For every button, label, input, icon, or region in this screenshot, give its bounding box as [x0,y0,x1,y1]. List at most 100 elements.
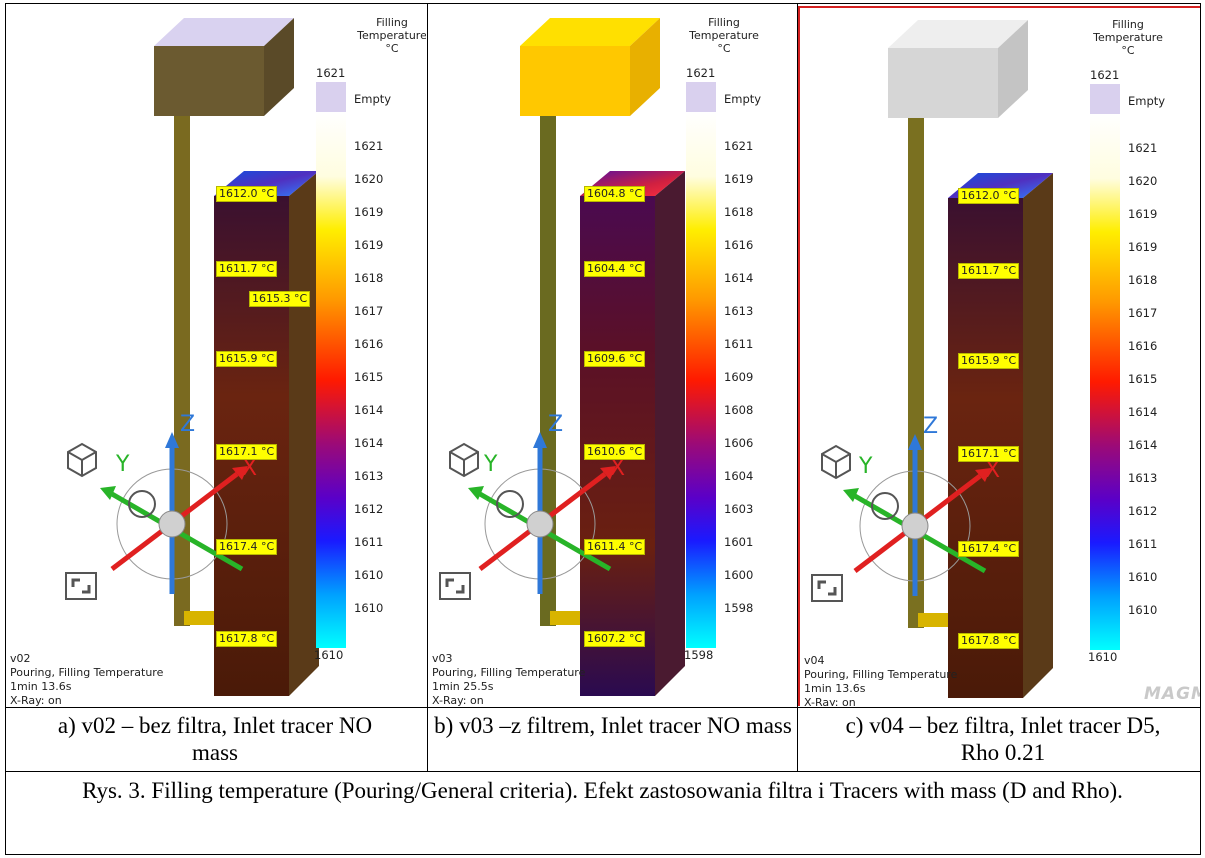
legend-tick: 1610 [1128,570,1158,584]
temperature-tag: 1612.0 °C [216,186,278,202]
legend-tick: 1612 [354,502,384,516]
axis-x-label: X [985,458,1001,483]
legend-max: 1621 [686,66,716,80]
legend-tick: 1615 [1128,372,1158,386]
legend-tick: 1618 [354,271,384,285]
info-line: v04 [804,654,825,667]
axis-y-label: Y [484,452,498,477]
temperature-tag: 1617.8 °C [958,633,1020,649]
temperature-tag: 1611.4 °C [584,539,646,555]
feeder-top [888,20,1028,48]
info-line: v02 [10,652,31,665]
legend-tick: 1613 [724,304,754,318]
info-line: Pouring, Filling Temperature [804,668,958,681]
sprue [540,116,556,626]
legend-tick: 1612 [1128,504,1158,518]
legend-tick: 1614 [354,403,384,417]
legend-tick: 1601 [724,535,754,549]
info-line: X-Ray: on [432,694,484,706]
feeder-top [154,18,294,46]
legend-tick: 1604 [724,469,754,483]
info-line: Pouring, Filling Temperature [432,666,586,679]
legend-bar [686,112,716,648]
legend-title: Temperature [357,29,426,42]
legend-tick: 1603 [724,502,754,516]
gizmo-center [901,512,929,540]
axis-x-label: X [242,456,258,481]
legend-tick: 1621 [724,139,754,153]
legend-tick: 1619 [1128,240,1158,254]
legend-tick: 1609 [724,370,754,384]
cast-side [289,171,319,696]
legend-tick: 1610 [354,568,384,582]
magma-logo: MAGMA [1144,684,1200,704]
temperature-tag: 1607.2 °C [584,631,646,647]
legend-title: °C [717,42,731,55]
caption-v03: b) v03 –z filtrem, Inlet tracer NO mass [434,713,792,738]
simulation-panel-v04: Z Y X Filling Temperature °C 1621 Empty 1621 1620… [798,6,1200,706]
rotate-z-icon [871,492,899,520]
figure-table [5,3,1201,855]
temperature-tag: 1609.6 °C [584,351,646,367]
legend-empty: Empty [354,92,392,106]
view-cube-icon [67,442,97,478]
legend-bar [1090,114,1120,650]
legend-title: Filling [376,16,408,29]
axis-y-label: Y [116,452,130,477]
legend-max: 1621 [1090,68,1120,82]
legend-tick: 1611 [724,337,754,351]
legend-title: Filling [708,16,740,29]
legend-tick: 1620 [1128,174,1158,188]
fit-view-icon [811,574,843,602]
rotate-z-icon [496,490,524,518]
legend-min: 1598 [684,648,714,662]
legend-tick: 1613 [1128,471,1158,485]
feeder-front [888,48,998,118]
cast-side [655,171,685,696]
legend-tick: 1619 [724,172,754,186]
temperature-tag: 1615.9 °C [958,353,1020,369]
legend-tick: 1611 [1128,537,1158,551]
legend-tick: 1608 [724,403,754,417]
legend-tick: 1598 [724,601,754,615]
legend-title: Temperature [1093,31,1163,44]
info-line: X-Ray: on [10,694,62,706]
feeder-side [630,18,660,116]
feeder-side [264,18,294,116]
rotate-z-icon [128,490,156,518]
legend-tick: 1616 [354,337,384,351]
axis-z-label: Z [923,414,939,439]
legend-tick: 1611 [354,535,384,549]
legend-min: 1610 [314,648,344,662]
divider [427,3,428,771]
info-line: 1min 13.6s [804,682,866,695]
legend-tick: 1615 [354,370,384,384]
legend-max: 1621 [316,66,346,80]
temperature-tag: 1617.4 °C [958,541,1020,557]
cast-side [1023,173,1053,698]
legend-tick: 1614 [724,271,754,285]
temperature-tag: 1617.8 °C [216,631,278,647]
legend-title: Filling [1112,18,1144,31]
info-line: 1min 13.6s [10,680,72,693]
simulation-panel-v03: Z Y X Filling Temperature °C 1621 Empty 1621 1619… [428,6,797,706]
caption-v04: c) v04 – bez filtra, Inlet tracer D5, Rh… [845,713,1161,765]
feeder-top [520,18,660,46]
divider [5,707,1201,708]
temperature-tag: 1611.7 °C [216,261,278,277]
legend-empty: Empty [1128,94,1166,108]
info-line: X-Ray: on [804,696,856,706]
legend-tick: 1619 [1128,207,1158,221]
legend-tick: 1616 [724,238,754,252]
view-cube-icon [449,442,479,478]
legend-tick: 1619 [354,205,384,219]
info-line: 1min 25.5s [432,680,494,693]
legend-tick: 1621 [1128,141,1158,155]
legend-empty-swatch [686,82,716,112]
legend-tick: 1618 [1128,273,1158,287]
legend-tick: 1610 [1128,603,1158,617]
legend-tick: 1619 [354,238,384,252]
axis-z-label: Z [548,412,564,437]
legend-tick: 1617 [354,304,384,318]
gizmo-center [526,510,554,538]
